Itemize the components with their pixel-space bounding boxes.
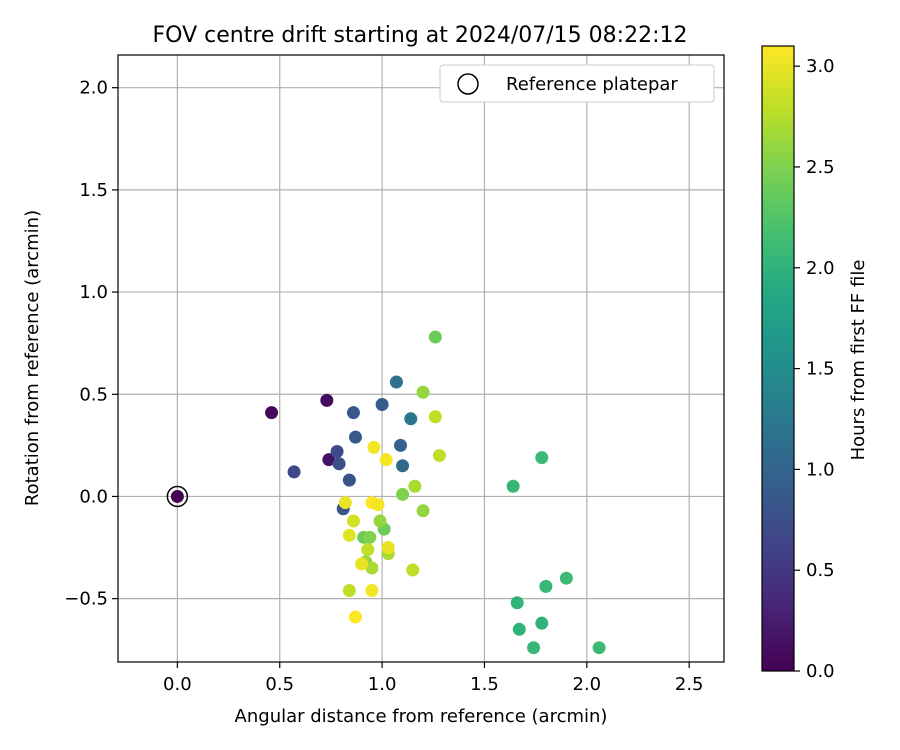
data-point [373, 514, 387, 528]
data-point [320, 393, 334, 407]
data-point [363, 530, 377, 544]
colorbar-label: Hours from first FF file [848, 260, 869, 461]
x-axis-label: Angular distance from reference (arcmin) [235, 706, 608, 727]
data-point [348, 430, 362, 444]
data-point [394, 438, 408, 452]
data-point [342, 583, 356, 597]
y-tick-label: 2.0 [79, 78, 108, 99]
x-axis-ticks: 0.0 0.5 1.0 1.5 2.0 2.5 [163, 662, 704, 695]
y-tick-label: 1.0 [79, 282, 108, 303]
data-point [396, 487, 410, 501]
data-point [396, 459, 410, 473]
y-tick-label: 0.0 [79, 486, 108, 507]
data-point [506, 479, 520, 493]
data-point [539, 579, 553, 593]
data-point [408, 479, 422, 493]
reference-platepar-marker [166, 485, 189, 508]
data-point [389, 375, 403, 389]
reference-marker-layer [166, 485, 189, 508]
data-point [592, 641, 606, 655]
colorbar-tick-label: 2.5 [806, 157, 835, 178]
data-point [346, 406, 360, 420]
data-point [432, 449, 446, 463]
data-point [330, 444, 344, 458]
plot-background [118, 55, 724, 662]
data-point [510, 596, 524, 610]
data-point [416, 385, 430, 399]
colorbar: 0.0 0.5 1.0 1.5 2.0 2.5 3.0 Hours from first F… [761, 45, 869, 682]
data-point [322, 453, 336, 467]
colorbar-tick-label: 0.0 [806, 661, 835, 682]
legend-label: Reference platepar [506, 74, 678, 95]
data-point [170, 489, 184, 503]
x-tick-label: 0.0 [163, 674, 192, 695]
colorbar-tick-label: 1.0 [806, 459, 835, 480]
plot-area [117, 54, 725, 663]
data-point [535, 451, 549, 465]
data-point [371, 498, 385, 512]
colorbar-gradient [761, 45, 795, 672]
data-point [355, 557, 369, 571]
y-axis-ticks: −0.5 0.0 0.5 1.0 1.5 2.0 [64, 78, 118, 610]
colorbar-tick-label: 3.0 [806, 56, 835, 77]
data-point [332, 457, 346, 471]
legend: Reference platepar [439, 64, 715, 103]
legend-box [439, 64, 715, 103]
data-point [406, 563, 420, 577]
data-point [348, 610, 362, 624]
data-point [428, 330, 442, 344]
data-point [365, 583, 379, 597]
data-point [361, 543, 375, 557]
colorbar-ticks: 0.0 0.5 1.0 1.5 2.0 2.5 3.0 [794, 56, 835, 682]
data-point [559, 571, 573, 585]
data-point [265, 406, 279, 420]
x-tick-label: 1.0 [368, 674, 397, 695]
x-tick-label: 2.5 [675, 674, 704, 695]
data-point [379, 453, 393, 467]
data-point [416, 504, 430, 518]
data-point [535, 616, 549, 630]
data-point [512, 622, 526, 636]
data-point [527, 641, 541, 655]
grid-lines [118, 55, 724, 662]
chart-title: FOV centre drift starting at 2024/07/15 … [153, 23, 688, 48]
data-point [346, 514, 360, 528]
data-point [342, 473, 356, 487]
y-tick-label: 1.5 [79, 180, 108, 201]
colorbar-tick-label: 2.0 [806, 258, 835, 279]
data-point [381, 541, 395, 555]
colorbar-tick-label: 0.5 [806, 560, 835, 581]
x-tick-label: 1.5 [470, 674, 499, 695]
y-tick-label: −0.5 [64, 589, 108, 610]
y-tick-label: 0.5 [79, 384, 108, 405]
x-tick-label: 0.5 [265, 674, 294, 695]
plot-frame [117, 54, 725, 663]
data-point [428, 410, 442, 424]
data-point [342, 528, 356, 542]
colorbar-tick-label: 1.5 [806, 359, 835, 380]
data-point [375, 397, 389, 411]
data-points [170, 330, 606, 655]
data-point [287, 465, 301, 479]
data-point [338, 496, 352, 510]
x-tick-label: 2.0 [573, 674, 602, 695]
data-point [404, 412, 418, 426]
data-point [367, 440, 381, 454]
data-point [365, 561, 379, 575]
y-axis-label: Rotation from reference (arcmin) [22, 210, 43, 506]
legend-reference-marker [457, 73, 479, 95]
